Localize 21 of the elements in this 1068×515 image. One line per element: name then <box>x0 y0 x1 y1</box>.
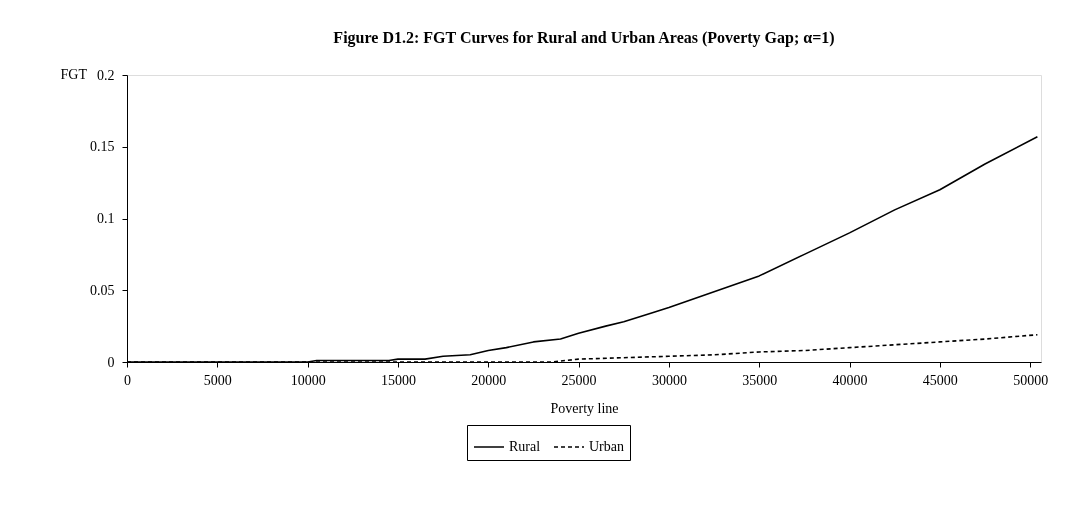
y-tick-label: 0.15 <box>90 139 115 155</box>
x-tick-label: 10000 <box>290 372 326 388</box>
x-axis-title: Poverty line <box>550 400 619 416</box>
chart-title: Figure D1.2: FGT Curves for Rural and Urban Areas (Poverty Gap; α=1) <box>333 29 835 47</box>
x-tick-label: 40000 <box>832 372 868 388</box>
legend-label: Urban <box>589 439 624 454</box>
legend-label: Rural <box>509 439 541 454</box>
y-axis-title: FGT <box>60 67 88 82</box>
y-tick-label: 0 <box>107 354 115 370</box>
y-tick-label: 0.05 <box>90 282 115 298</box>
x-tick-label: 50000 <box>1013 372 1049 388</box>
x-tick-label: 0 <box>124 372 131 388</box>
y-tick-label: 0.2 <box>97 67 115 83</box>
x-tick-label: 25000 <box>561 372 597 388</box>
x-tick-label: 45000 <box>922 372 958 388</box>
x-tick-label: 20000 <box>471 372 507 388</box>
y-tick-label: 0.1 <box>97 211 115 226</box>
x-tick-label: 35000 <box>742 372 778 388</box>
x-tick-label: 15000 <box>380 372 416 388</box>
x-tick-label: 5000 <box>203 372 232 388</box>
x-tick-label: 30000 <box>651 372 687 388</box>
